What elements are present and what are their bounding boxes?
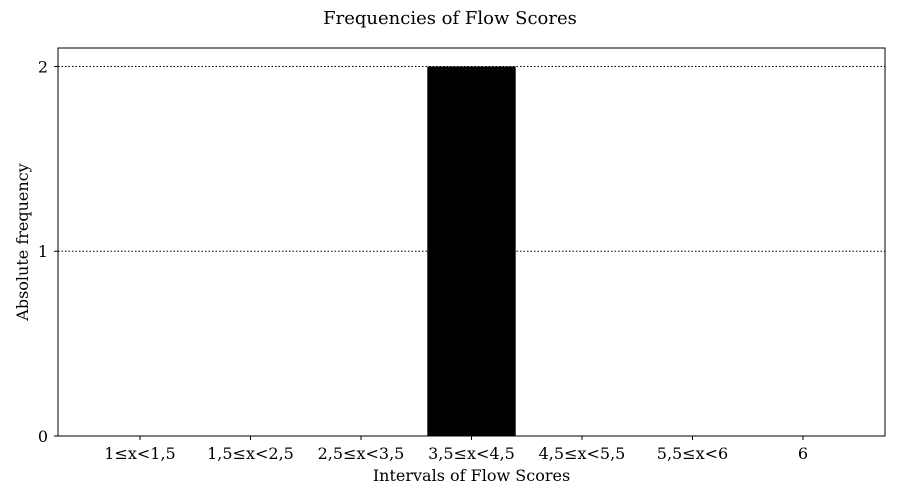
chart-title: Frequencies of Flow Scores [323,8,577,29]
y-tick-label: 2 [38,57,48,76]
y-tick-label: 0 [38,427,48,446]
x-axis-ticks: 1≤x<1,5 1,5≤x<2,5 2,5≤x<3,5 3,5≤x<4,5 4,5≤x<… [104,436,808,463]
x-axis-label: Intervals of Flow Scores [373,466,570,485]
x-tick-label: 6 [798,444,808,463]
x-tick-label: 1≤x<1,5 [104,444,175,463]
y-tick-label: 1 [38,242,48,261]
y-axis-ticks: 0 1 2 [38,57,58,446]
bars [427,66,516,436]
x-tick-label: 3,5≤x<4,5 [428,444,515,463]
x-tick-label: 1,5≤x<2,5 [207,444,294,463]
x-tick-label: 4,5≤x<5,5 [539,444,626,463]
x-tick-label: 5,5≤x<6 [657,444,728,463]
x-tick-label: 2,5≤x<3,5 [318,444,405,463]
y-axis-label: Absolute frequency [13,163,32,321]
bar [427,66,516,436]
